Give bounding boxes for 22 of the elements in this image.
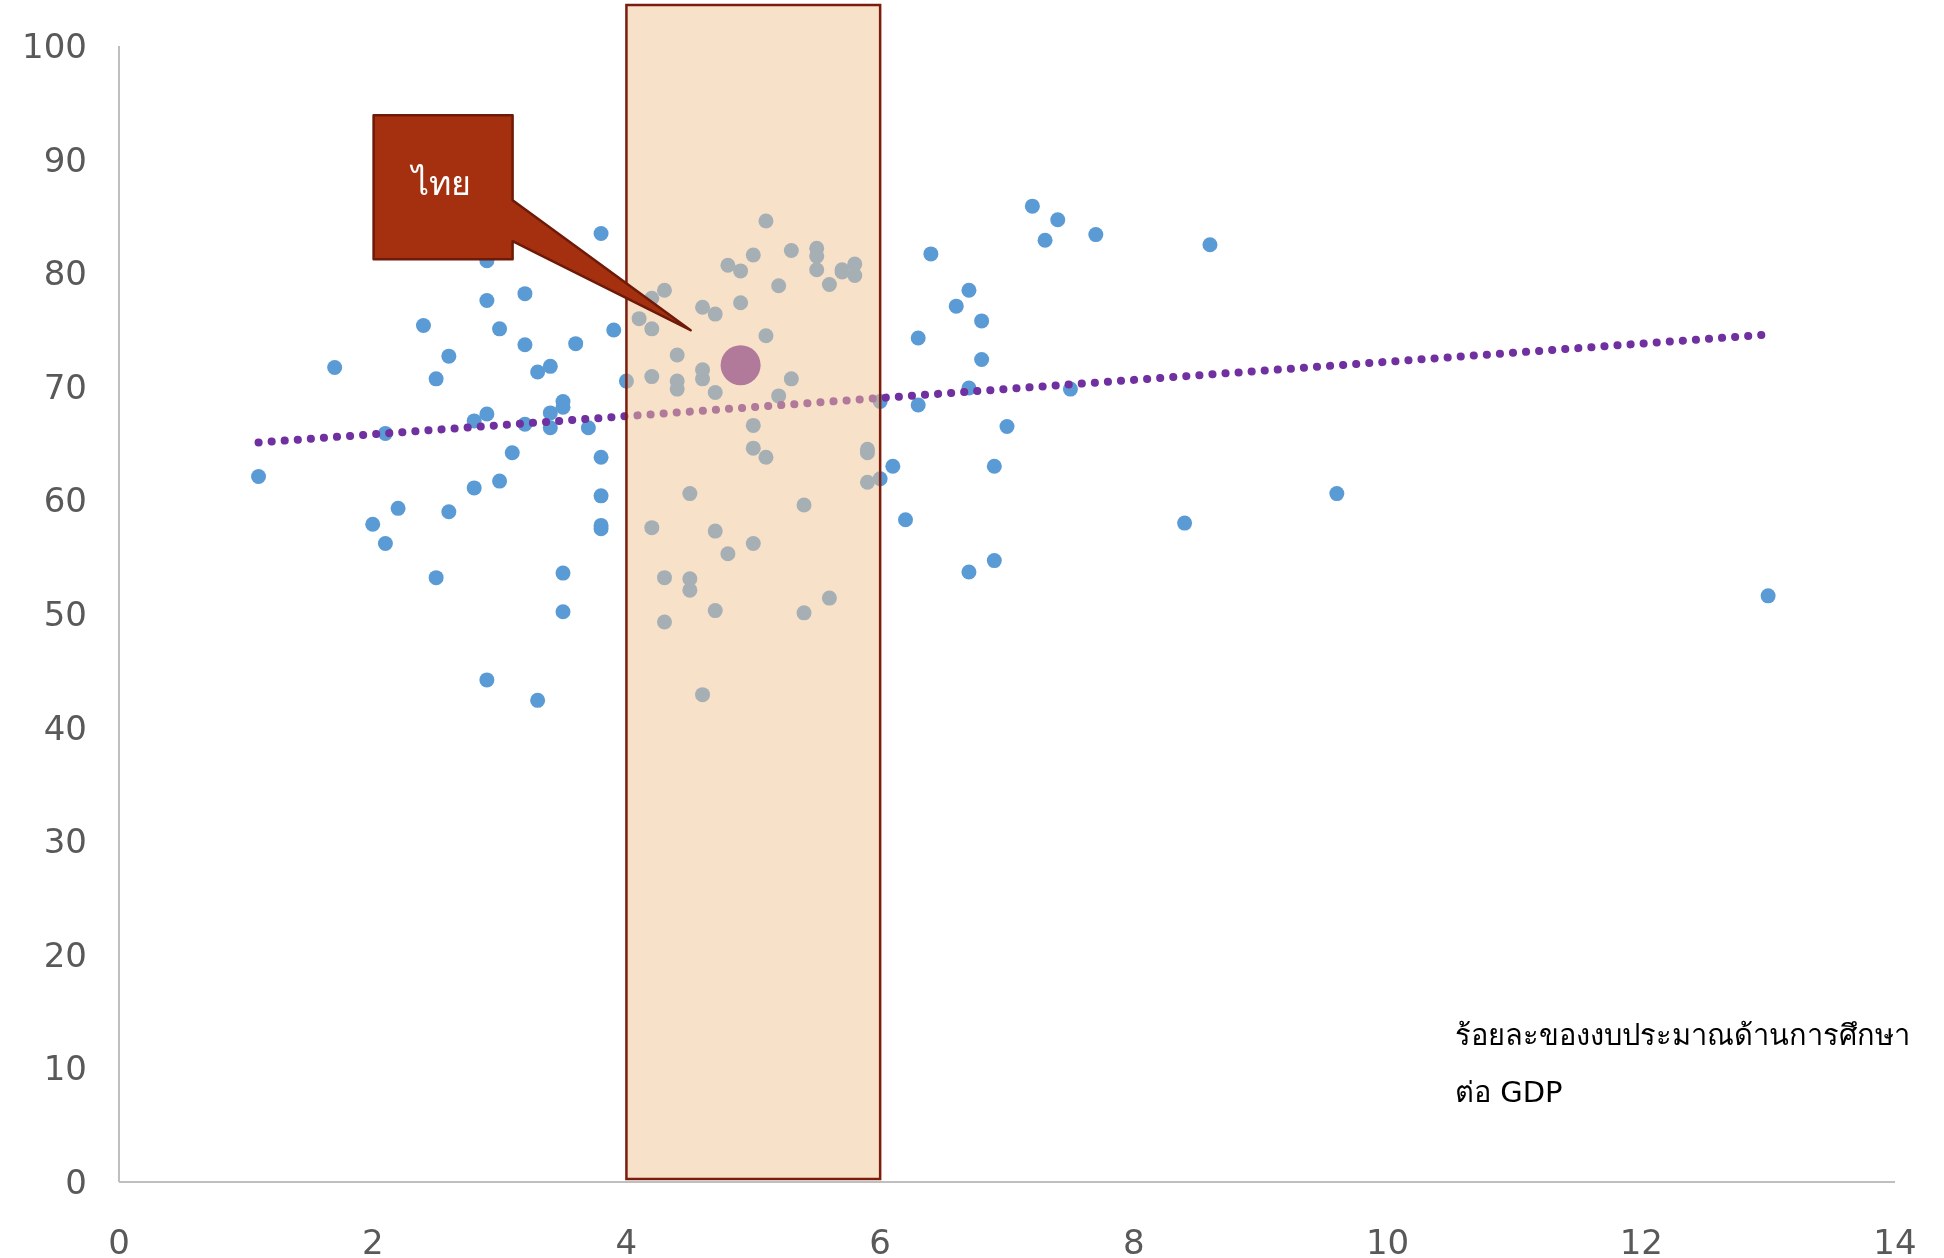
callout: ไทย [372,113,692,332]
x-tick-label: 0 [108,1222,130,1258]
x-tick-label: 6 [869,1222,891,1258]
y-tick-label: 50 [43,594,87,634]
x-tick-label: 12 [1619,1222,1663,1258]
x-tick-label: 4 [615,1222,638,1258]
y-tick-label: 40 [43,707,87,748]
x-tick-label: 8 [1123,1222,1145,1258]
x-tick-label: 2 [361,1222,384,1258]
y-tick-label: 20 [43,934,87,975]
y-tick-label: 30 [43,821,87,862]
x-tick-label: 14 [1873,1222,1917,1258]
annotation: ไทย [409,163,472,204]
y-tick-label: 0 [65,1162,87,1202]
x-axis-title: ร้อยละของงบประมาณด้านการศึกษา ต่อ GDP [1455,1018,1910,1109]
x-tick-label: 10 [1365,1222,1410,1258]
y-tick-label: 70 [43,366,87,407]
y-tick-label: 90 [43,139,87,180]
y-tick-label: 100 [22,26,87,66]
y-tick-label: 10 [43,1048,87,1089]
y-tick-label: 60 [43,480,87,521]
y-tick-label: 80 [43,253,87,294]
